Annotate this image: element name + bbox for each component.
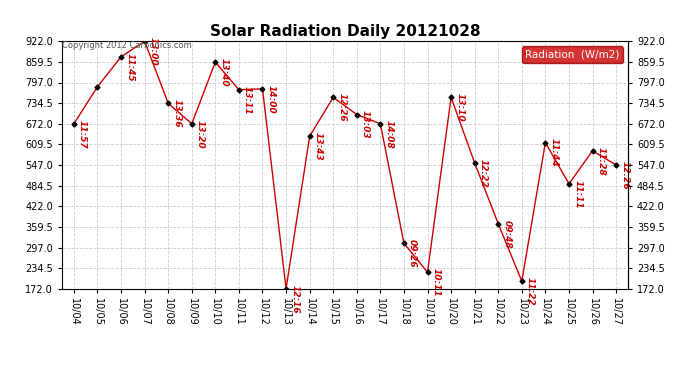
Text: 14:00: 14:00 bbox=[266, 85, 275, 113]
Text: 12:16: 12:16 bbox=[290, 285, 299, 313]
Text: 12:26: 12:26 bbox=[337, 93, 346, 122]
Text: 13:00: 13:00 bbox=[149, 37, 158, 66]
Legend: Radiation  (W/m2): Radiation (W/m2) bbox=[522, 46, 622, 63]
Text: 11:57: 11:57 bbox=[78, 120, 87, 148]
Text: 12:22: 12:22 bbox=[479, 159, 488, 188]
Text: 13:40: 13:40 bbox=[219, 58, 228, 87]
Text: 13:36: 13:36 bbox=[172, 99, 181, 128]
Title: Solar Radiation Daily 20121028: Solar Radiation Daily 20121028 bbox=[210, 24, 480, 39]
Text: 11:22: 11:22 bbox=[526, 277, 535, 306]
Text: 11:45: 11:45 bbox=[125, 53, 134, 81]
Text: 11:44: 11:44 bbox=[549, 138, 558, 167]
Text: 12:26: 12:26 bbox=[620, 161, 629, 189]
Text: 11:11: 11:11 bbox=[573, 180, 582, 208]
Text: 13:43: 13:43 bbox=[314, 132, 323, 161]
Text: 11:28: 11:28 bbox=[597, 147, 606, 175]
Text: 09:26: 09:26 bbox=[408, 239, 417, 268]
Text: 10:11: 10:11 bbox=[432, 268, 441, 297]
Text: 09:48: 09:48 bbox=[502, 220, 511, 248]
Text: 13:11: 13:11 bbox=[243, 86, 252, 114]
Text: 14:08: 14:08 bbox=[384, 120, 393, 148]
Text: 13:10: 13:10 bbox=[455, 93, 464, 122]
Text: 13:20: 13:20 bbox=[196, 120, 205, 148]
Text: 13:03: 13:03 bbox=[361, 110, 370, 139]
Text: Copyright 2012 Carbonics.com: Copyright 2012 Carbonics.com bbox=[62, 41, 192, 50]
